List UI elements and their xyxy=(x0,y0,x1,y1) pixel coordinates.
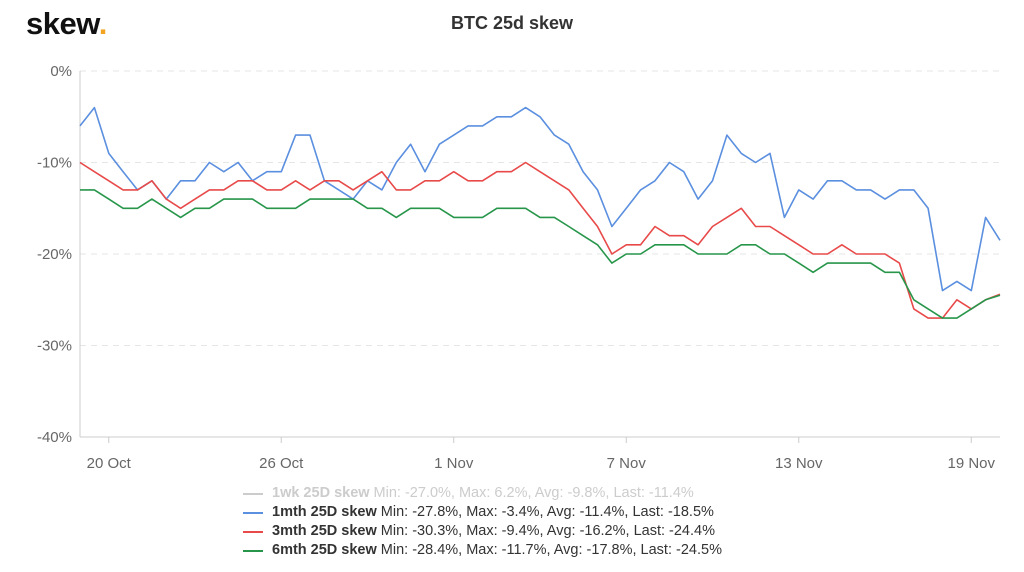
legend-item-1mth[interactable]: 1mth 25D skew Min: -27.8%, Max: -3.4%, Av… xyxy=(243,503,722,522)
legend-series-stats: Min: -30.3%, Max: -9.4%, Avg: -16.2%, La… xyxy=(380,523,715,539)
series-line-1mth xyxy=(79,106,1001,292)
brand-dot: . xyxy=(98,6,108,41)
legend-swatch xyxy=(243,492,263,495)
legend-series-stats: Min: -27.0%, Max: 6.2%, Avg: -9.8%, Last… xyxy=(373,485,694,501)
chart-legend: 1wk 25D skew Min: -27.0%, Max: 6.2%, Avg:… xyxy=(243,484,722,560)
x-tick-label: 19 Nov xyxy=(947,455,995,472)
brand-name: skew xyxy=(26,6,99,41)
legend-series-name: 1mth 25D skew xyxy=(272,504,377,520)
legend-series-name: 6mth 25D skew xyxy=(272,542,377,558)
legend-item-3mth[interactable]: 3mth 25D skew Min: -30.3%, Max: -9.4%, Av… xyxy=(243,522,722,541)
y-tick-label: -10% xyxy=(37,155,72,172)
legend-item-6mth[interactable]: 6mth 25D skew Min: -28.4%, Max: -11.7%, A… xyxy=(243,541,722,560)
x-tick-label: 1 Nov xyxy=(434,455,474,472)
legend-swatch xyxy=(243,511,263,514)
series-line-3mth xyxy=(79,161,1001,319)
legend-swatch xyxy=(243,530,263,533)
line-chart: 0% -10% -20% -30% -40% 20 Oct 26 Oct 1 Nov 7 Nov… xyxy=(37,63,1001,472)
axis-layer: 0% -10% -20% -30% -40% 20 Oct 26 Oct 1 Nov 7 Nov… xyxy=(37,63,1000,472)
y-tick-label: 0% xyxy=(50,63,72,80)
y-tick-label: -20% xyxy=(37,246,72,263)
x-tick-label: 13 Nov xyxy=(775,455,823,472)
x-tick-label: 26 Oct xyxy=(259,455,304,472)
series-line-6mth xyxy=(80,189,1001,319)
series-layer xyxy=(79,106,1001,319)
x-tick-label: 20 Oct xyxy=(87,455,132,472)
legend-series-name: 1wk 25D skew xyxy=(272,485,370,501)
y-tick-label: -30% xyxy=(37,338,72,355)
legend-series-name: 3mth 25D skew xyxy=(272,523,377,539)
x-tick-label: 7 Nov xyxy=(607,455,647,472)
legend-swatch xyxy=(243,549,263,552)
legend-series-stats: Min: -27.8%, Max: -3.4%, Avg: -11.4%, La… xyxy=(380,504,714,520)
chart-title: BTC 25d skew xyxy=(450,13,574,33)
legend-series-stats: Min: -28.4%, Max: -11.7%, Avg: -17.8%, L… xyxy=(380,542,722,558)
skew-logo: skew. xyxy=(26,6,107,42)
y-tick-label: -40% xyxy=(37,429,72,446)
legend-item-1wk[interactable]: 1wk 25D skew Min: -27.0%, Max: 6.2%, Avg:… xyxy=(243,484,722,503)
